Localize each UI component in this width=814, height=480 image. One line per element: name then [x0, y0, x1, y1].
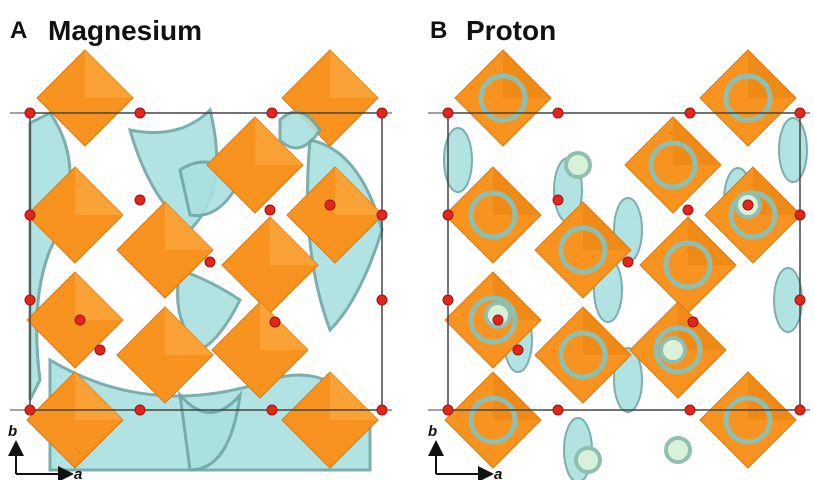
panel-title: Proton	[466, 15, 556, 46]
figure: A Magnesium B Proton b a b a	[0, 0, 814, 480]
atom	[135, 195, 145, 205]
panel-a	[10, 50, 392, 475]
panel-b	[428, 50, 810, 480]
panel-label: A	[10, 17, 27, 44]
atom	[683, 205, 693, 215]
atom	[685, 405, 695, 415]
atom	[25, 295, 35, 305]
axis-label: b	[428, 423, 437, 440]
atom	[135, 108, 145, 118]
atom	[377, 295, 387, 305]
atom	[443, 108, 453, 118]
atom	[443, 210, 453, 220]
atom	[553, 405, 563, 415]
atom	[553, 108, 563, 118]
atom	[25, 108, 35, 118]
ring	[576, 448, 600, 472]
atom	[685, 108, 695, 118]
atom	[267, 405, 277, 415]
atom	[270, 317, 280, 327]
atom	[267, 108, 277, 118]
atom	[75, 315, 85, 325]
atom	[135, 405, 145, 415]
atom	[795, 210, 805, 220]
atom	[493, 315, 503, 325]
atom	[95, 345, 105, 355]
atom	[205, 257, 215, 267]
ring	[566, 153, 590, 177]
axis-label: b	[8, 423, 17, 440]
atom	[795, 295, 805, 305]
atom	[743, 200, 753, 210]
atom	[553, 195, 563, 205]
atom	[795, 405, 805, 415]
axis-label: a	[494, 466, 502, 480]
panel-title: Magnesium	[48, 15, 202, 46]
atom	[377, 210, 387, 220]
panel-label: B	[430, 17, 447, 44]
atom	[795, 108, 805, 118]
atom	[443, 405, 453, 415]
atom	[377, 405, 387, 415]
atom	[265, 205, 275, 215]
atom	[325, 200, 335, 210]
atom	[688, 317, 698, 327]
ring	[666, 438, 690, 462]
ring	[661, 338, 685, 362]
atom	[377, 108, 387, 118]
isosurface	[779, 118, 807, 182]
atom	[623, 257, 633, 267]
axis-label: a	[74, 466, 82, 480]
atom	[25, 210, 35, 220]
atom	[513, 345, 523, 355]
atom	[25, 405, 35, 415]
atom	[443, 295, 453, 305]
